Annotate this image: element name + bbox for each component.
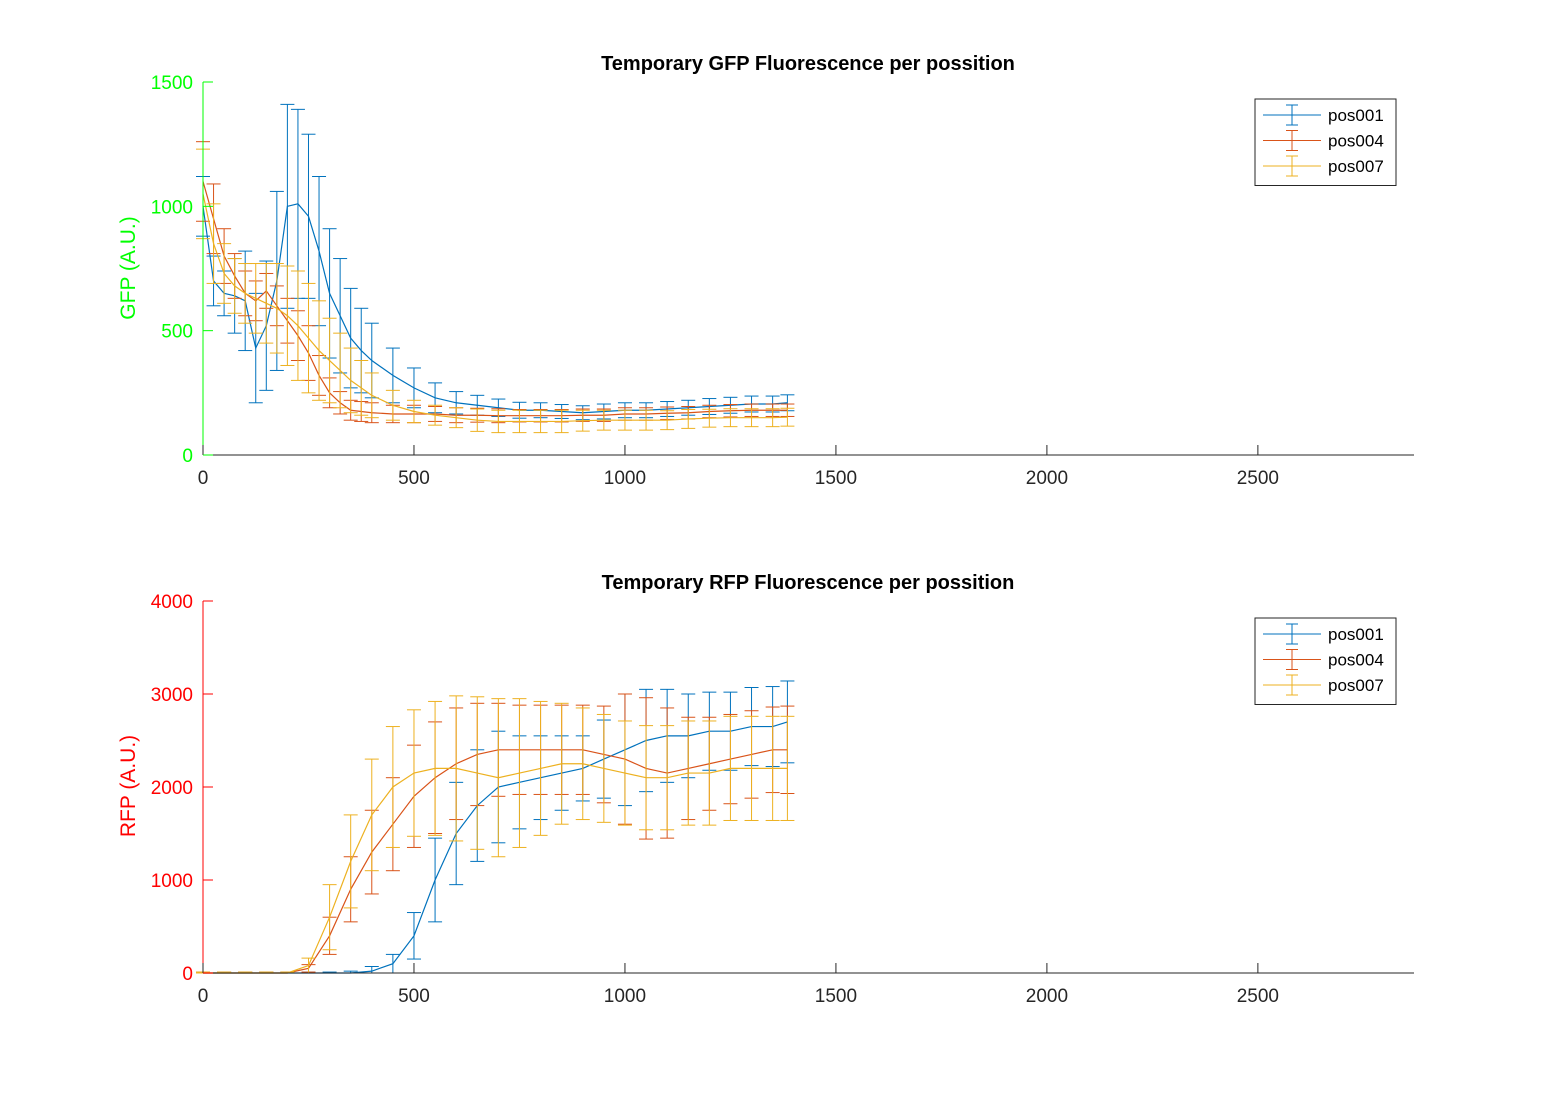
- rfp-series-pos001: [196, 680, 795, 974]
- rfp-legend-label-pos004: pos004: [1328, 651, 1384, 670]
- rfp-legend-entry-pos004: [1263, 649, 1321, 670]
- rfp-y-tick-label: 3000: [151, 685, 193, 706]
- rfp-legend-label-pos007: pos007: [1328, 676, 1384, 695]
- gfp-legend-label-pos001: pos001: [1328, 106, 1384, 125]
- rfp-series-pos004: [196, 693, 795, 974]
- rfp-legend-entry-pos001: [1263, 623, 1321, 645]
- gfp-legend-entry-pos004: [1263, 130, 1321, 151]
- gfp-series-pos001: [196, 103, 795, 421]
- gfp-line-pos007: [202, 193, 788, 423]
- rfp-line-pos004: [203, 749, 788, 974]
- rfp-plot-area: [196, 680, 795, 974]
- gfp-x-tick-label: 1500: [815, 468, 857, 489]
- gfp-chart-title: Temporary GFP Fluorescence per possition: [601, 53, 1015, 75]
- rfp-axes: Temporary RFP Fluorescence per possition…: [117, 572, 1414, 1007]
- rfp-y-tick-label: 0: [182, 964, 193, 985]
- gfp-y-axis-label: GFP (A.U.): [117, 216, 140, 319]
- rfp-axis-lines: 0 500 1000 1500 2000 2500 0 1000 2000 3000 4000: [151, 592, 1414, 1007]
- rfp-x-tick-label: 1500: [815, 986, 857, 1007]
- gfp-series-pos004: [196, 141, 795, 424]
- rfp-x-tick-label: 500: [398, 986, 430, 1007]
- rfp-line-pos001: [203, 721, 788, 974]
- gfp-x-tick-label: 1000: [604, 468, 646, 489]
- rfp-legend: pos001 pos004 pos007: [1254, 617, 1397, 705]
- rfp-x-tick-label: 0: [198, 986, 209, 1007]
- rfp-chart-title: Temporary RFP Fluorescence per possition: [602, 572, 1015, 594]
- gfp-legend: pos001 pos004 pos007: [1254, 98, 1397, 186]
- rfp-legend-box: [1254, 617, 1397, 705]
- gfp-y-tick-label: 500: [161, 322, 193, 343]
- rfp-legend-entry-pos007: [1263, 674, 1321, 696]
- gfp-x-tick-label: 0: [198, 468, 209, 489]
- rfp-y-axis-label: RFP (A.U.): [117, 735, 140, 837]
- gfp-y-tick-label: 1500: [151, 73, 193, 94]
- gfp-y-tick-label: 1000: [151, 197, 193, 218]
- rfp-x-tick-label: 2500: [1237, 986, 1279, 1007]
- gfp-legend-box: [1254, 98, 1397, 186]
- gfp-legend-entry-pos001: [1263, 104, 1321, 126]
- rfp-y-tick-label: 4000: [151, 592, 193, 613]
- gfp-series-pos007: [196, 148, 795, 434]
- gfp-x-tick-label: 2000: [1026, 468, 1068, 489]
- gfp-legend-label-pos004: pos004: [1328, 132, 1384, 151]
- gfp-legend-entry-pos007: [1263, 155, 1321, 177]
- gfp-axes: Temporary GFP Fluorescence per possition…: [117, 53, 1414, 489]
- gfp-legend-label-pos007: pos007: [1328, 157, 1384, 176]
- rfp-y-tick-label: 2000: [151, 778, 193, 799]
- gfp-plot-area: [196, 103, 795, 434]
- rfp-x-tick-label: 1000: [604, 986, 646, 1007]
- rfp-y-tick-label: 1000: [151, 871, 193, 892]
- rfp-x-tick-label: 2000: [1026, 986, 1068, 1007]
- gfp-x-tick-label: 500: [398, 468, 430, 489]
- rfp-series-pos007: [196, 695, 795, 974]
- rfp-legend-label-pos001: pos001: [1328, 625, 1384, 644]
- rfp-line-pos007: [203, 763, 788, 974]
- gfp-y-tick-label: 0: [182, 446, 193, 467]
- gfp-x-tick-label: 2500: [1237, 468, 1279, 489]
- gfp-axis-lines: 0 500 1000 1500 2000 2500 0 500 1000 1500: [151, 73, 1414, 489]
